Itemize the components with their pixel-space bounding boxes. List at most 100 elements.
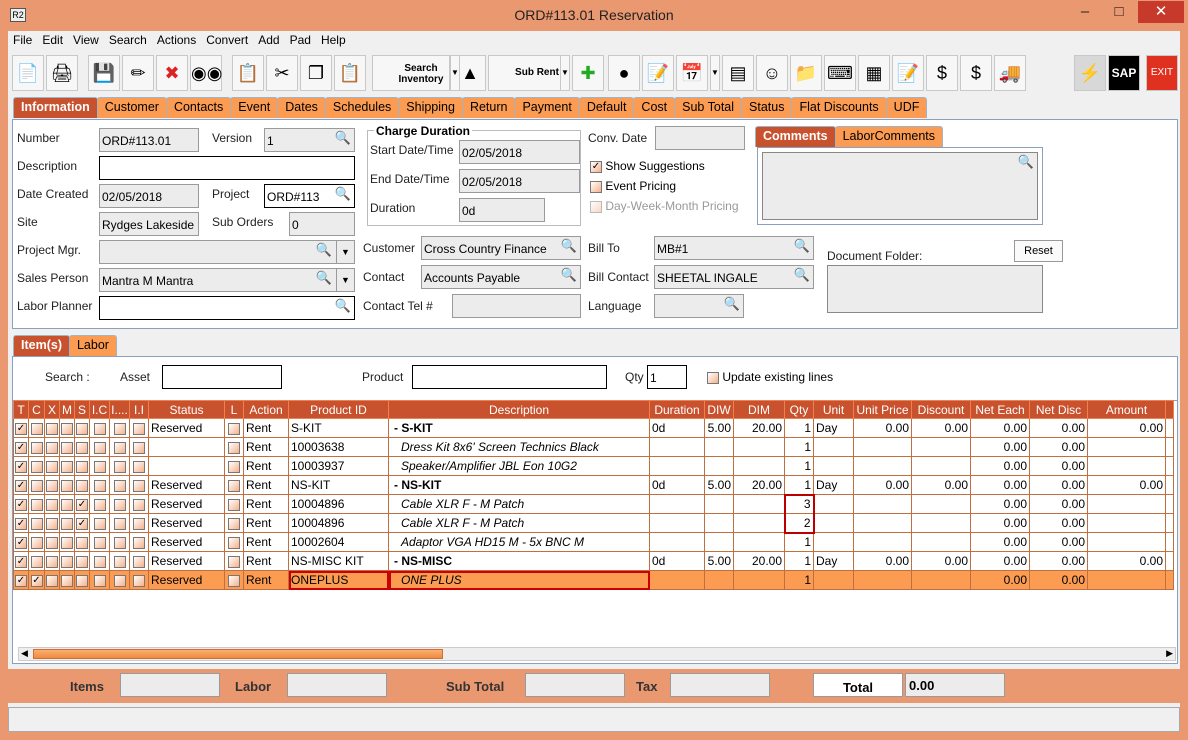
row-flag-cell[interactable]: ✓ — [13, 418, 29, 438]
checkbox-icon[interactable] — [590, 180, 602, 193]
dropdown-arrow-button[interactable]: ▼ — [450, 55, 460, 91]
checkbox-icon[interactable] — [113, 574, 126, 587]
table-row[interactable]: ✓ Reserved Rent 10002604 Adaptor VGA HD15 M … — [13, 532, 1174, 552]
tab-status[interactable]: Status — [741, 97, 793, 118]
row-flag-cell[interactable]: ✓ — [74, 513, 90, 533]
column-header[interactable]: Duration — [649, 400, 705, 419]
row-flag-cell[interactable] — [74, 532, 90, 552]
checkbox-icon[interactable] — [61, 498, 73, 511]
diw-cell[interactable] — [704, 456, 734, 476]
qty-input[interactable]: 1 — [647, 365, 687, 389]
scroll-right-icon[interactable]: ▶ — [1166, 648, 1173, 658]
row-flag-cell[interactable] — [129, 437, 149, 457]
amount-cell[interactable]: 0.00 — [1087, 418, 1166, 438]
column-header[interactable]: I.... — [109, 400, 130, 419]
qty-cell[interactable]: 1 — [784, 456, 814, 476]
amount-cell[interactable]: 0.00 — [1087, 551, 1166, 571]
net-each-cell[interactable]: 0.00 — [970, 532, 1030, 552]
tab-contacts[interactable]: Contacts — [165, 97, 232, 118]
column-header[interactable]: Description — [388, 400, 650, 419]
menu-pad[interactable]: Pad — [289, 33, 311, 47]
row-flag-cell[interactable]: ✓ — [13, 513, 29, 533]
status-cell[interactable]: Reserved — [148, 551, 225, 571]
unit-price-cell[interactable]: 0.00 — [853, 418, 912, 438]
checkbox-icon[interactable] — [228, 498, 240, 511]
net-each-cell[interactable]: 0.00 — [970, 551, 1030, 571]
row-flag-cell[interactable] — [109, 437, 130, 457]
row-flag-cell[interactable] — [44, 418, 60, 438]
checkbox-icon[interactable] — [133, 555, 145, 568]
row-flag-cell[interactable] — [44, 513, 60, 533]
dropdown-arrow-button[interactable]: ▼ — [710, 55, 720, 91]
diw-cell[interactable] — [704, 532, 734, 552]
discount-cell[interactable] — [911, 513, 971, 533]
column-header[interactable]: Qty — [784, 400, 814, 419]
payment-forward-button[interactable]: $ — [926, 55, 958, 91]
row-flag-cell[interactable] — [109, 532, 130, 552]
description-cell[interactable]: Cable XLR F - M Patch — [388, 513, 650, 533]
row-flag-cell[interactable] — [59, 475, 75, 495]
l-cell[interactable] — [224, 551, 244, 571]
checkbox-icon[interactable] — [133, 536, 145, 549]
minimize-button[interactable]: – — [1080, 3, 1090, 20]
qty-cell[interactable]: 1 — [784, 437, 814, 457]
column-header[interactable]: Net Each — [970, 400, 1030, 419]
search-icon[interactable]: 🔍 — [560, 267, 577, 282]
net-disc-cell[interactable]: 0.00 — [1029, 570, 1088, 590]
contact-tel-field[interactable] — [452, 294, 581, 318]
copy-convert-button[interactable]: 📋 — [232, 55, 264, 91]
dim-cell[interactable] — [733, 532, 785, 552]
unit-cell[interactable] — [813, 570, 854, 590]
row-flag-cell[interactable] — [109, 551, 130, 571]
chevron-down-icon[interactable]: ▼ — [336, 241, 354, 263]
row-flag-cell[interactable] — [44, 475, 60, 495]
unit-price-cell[interactable] — [853, 532, 912, 552]
discount-cell[interactable] — [911, 494, 971, 514]
column-header[interactable]: X — [44, 400, 60, 419]
checkbox-icon[interactable] — [113, 498, 126, 511]
row-flag-cell[interactable] — [28, 513, 45, 533]
checkbox-icon[interactable] — [46, 422, 58, 435]
edit-pencil-button[interactable]: ✏ — [122, 55, 154, 91]
checkbox-icon[interactable] — [113, 441, 126, 454]
l-cell[interactable] — [224, 494, 244, 514]
search-icon[interactable]: 🔍 — [334, 130, 351, 145]
customer-field[interactable]: Cross Country Finance 🔍 — [421, 236, 581, 260]
row-flag-cell[interactable] — [109, 456, 130, 476]
row-flag-cell[interactable] — [44, 494, 60, 514]
row-flag-cell[interactable] — [129, 570, 149, 590]
net-disc-cell[interactable]: 0.00 — [1029, 551, 1088, 571]
search-icon[interactable]: 🔍 — [793, 238, 810, 253]
bill-contact-field[interactable]: SHEETAL INGALE 🔍 — [654, 265, 814, 289]
tab-default[interactable]: Default — [578, 97, 635, 118]
search-icon[interactable]: 🔍 — [315, 242, 332, 257]
row-flag-cell[interactable] — [74, 418, 90, 438]
checkbox-icon[interactable] — [30, 498, 43, 511]
discount-cell[interactable]: 0.00 — [911, 418, 971, 438]
scrollbar-thumb[interactable] — [33, 649, 443, 659]
checkbox-icon[interactable] — [113, 422, 126, 435]
status-cell[interactable]: Reserved — [148, 475, 225, 495]
row-flag-cell[interactable] — [59, 551, 75, 571]
row-flag-cell[interactable] — [89, 437, 110, 457]
checkbox-icon[interactable] — [30, 536, 43, 549]
row-flag-cell[interactable]: ✓ — [28, 570, 45, 590]
duration-cell[interactable]: 0d — [649, 475, 705, 495]
status-cell[interactable]: Reserved — [148, 532, 225, 552]
duration-cell[interactable]: 0d — [649, 418, 705, 438]
qty-cell[interactable]: 2 — [783, 513, 815, 534]
dim-cell[interactable]: 20.00 — [733, 551, 785, 571]
dim-cell[interactable]: 20.00 — [733, 418, 785, 438]
amount-cell[interactable] — [1087, 570, 1166, 590]
cut-button[interactable]: ✂ — [266, 55, 298, 91]
menu-view[interactable]: View — [73, 33, 99, 47]
checkbox-icon[interactable] — [113, 460, 126, 473]
net-disc-cell[interactable]: 0.00 — [1029, 456, 1088, 476]
row-flag-cell[interactable] — [59, 456, 75, 476]
diw-cell[interactable] — [704, 570, 734, 590]
search-icon[interactable]: 🔍 — [723, 296, 740, 311]
description-cell[interactable]: Speaker/Amplifier JBL Eon 10G2 — [388, 456, 650, 476]
add-remove-button[interactable]: ✚ — [572, 55, 604, 91]
tab-items[interactable]: Item(s) — [13, 335, 70, 356]
checkbox-icon[interactable] — [46, 536, 58, 549]
